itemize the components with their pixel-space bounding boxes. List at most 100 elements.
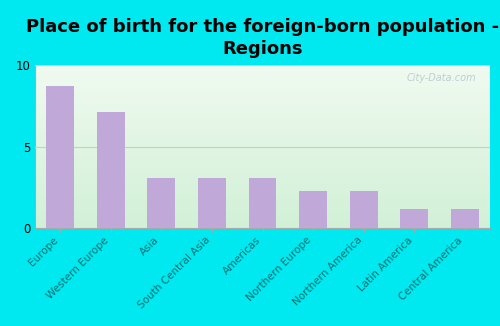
Bar [35,128,490,129]
Bar [35,76,490,77]
Bar [35,86,490,87]
Bar [451,209,478,228]
Bar [35,191,490,192]
Bar [35,216,490,217]
Bar [35,169,490,170]
Bar [35,222,490,223]
Bar [35,167,490,168]
Bar [35,74,490,75]
Bar [35,162,490,163]
Bar [35,200,490,201]
Bar [35,73,490,74]
Bar [35,174,490,175]
Bar [35,206,490,207]
Bar [35,199,490,200]
Bar [35,120,490,121]
Bar [35,185,490,186]
Bar [35,157,490,158]
Bar [35,225,490,226]
Bar [35,173,490,174]
Bar [35,147,490,148]
Bar [35,175,490,176]
Bar [35,186,490,187]
Bar [35,85,490,86]
Bar [248,178,276,228]
Bar [35,72,490,73]
Bar [35,118,490,119]
Bar [35,201,490,202]
Bar [35,227,490,228]
Bar [35,92,490,93]
Bar [35,87,490,88]
Bar [46,86,74,228]
Bar [35,140,490,141]
Bar [35,88,490,89]
Bar [35,204,490,205]
Bar [35,189,490,190]
Bar [35,131,490,132]
Bar [148,178,176,228]
Bar [35,127,490,128]
Bar [35,218,490,219]
Bar [35,81,490,82]
Bar [35,83,490,84]
Bar [35,70,490,71]
Bar [97,112,124,228]
Bar [35,116,490,117]
Bar [35,156,490,157]
Bar [35,171,490,172]
Bar [35,101,490,102]
Bar [400,209,428,228]
Bar [35,78,490,79]
Bar [35,164,490,165]
Bar [35,117,490,118]
Bar [35,113,490,114]
Bar [35,134,490,135]
Bar [35,187,490,188]
Bar [35,223,490,224]
Bar [35,168,490,169]
Bar [35,90,490,91]
Bar [35,153,490,154]
Bar [35,219,490,220]
Bar [35,192,490,193]
Bar [35,123,490,124]
Bar [35,114,490,115]
Bar [35,197,490,198]
Bar [35,66,490,67]
Bar [35,100,490,101]
Bar [35,151,490,152]
Bar [35,130,490,131]
Bar [35,99,490,100]
Bar [35,75,490,76]
Bar [35,159,490,160]
Bar [35,141,490,142]
Text: City-Data.com: City-Data.com [406,73,476,83]
Bar [35,93,490,94]
Bar [35,96,490,97]
Bar [35,133,490,134]
Bar [35,129,490,130]
Bar [35,84,490,85]
Bar [35,110,490,111]
Bar [35,122,490,123]
Bar [35,125,490,126]
Bar [35,211,490,212]
Bar [35,68,490,69]
Bar [35,165,490,166]
Bar [35,102,490,103]
Bar [35,166,490,167]
Bar [35,142,490,143]
Bar [35,212,490,213]
Bar [35,67,490,68]
Bar [35,208,490,209]
Bar [35,195,490,196]
Bar [35,145,490,146]
Bar [35,158,490,159]
Bar [35,132,490,133]
Bar [35,155,490,156]
Bar [35,91,490,92]
Bar [35,210,490,211]
Bar [35,139,490,140]
Bar [35,126,490,127]
